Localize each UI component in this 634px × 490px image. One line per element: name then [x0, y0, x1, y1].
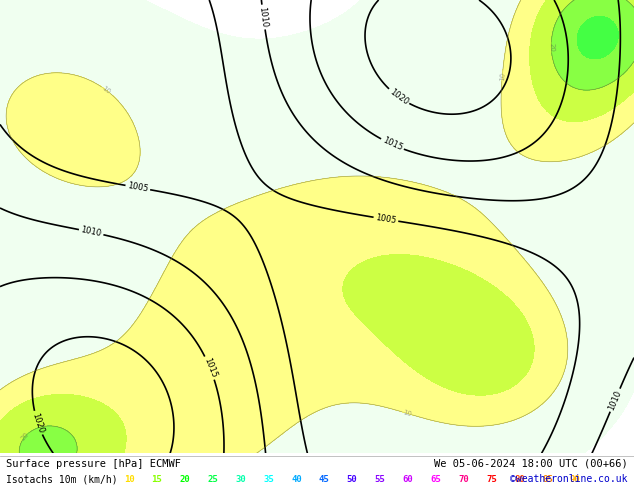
- Text: We 05-06-2024 18:00 UTC (00+66): We 05-06-2024 18:00 UTC (00+66): [434, 459, 628, 469]
- Text: 90: 90: [570, 475, 581, 485]
- Text: 1015: 1015: [381, 136, 404, 153]
- Text: 1020: 1020: [30, 412, 46, 434]
- Text: 10: 10: [101, 85, 112, 95]
- Text: 20: 20: [179, 475, 190, 485]
- Text: 1005: 1005: [375, 213, 397, 225]
- Text: 75: 75: [486, 475, 497, 485]
- Text: 1020: 1020: [387, 87, 410, 107]
- Text: 35: 35: [263, 475, 274, 485]
- Text: 65: 65: [430, 475, 441, 485]
- Text: 20: 20: [548, 43, 554, 52]
- Text: 1010: 1010: [257, 6, 269, 28]
- Text: 40: 40: [291, 475, 302, 485]
- Text: 1010: 1010: [80, 225, 102, 239]
- Text: 10: 10: [499, 71, 506, 80]
- Text: 1010: 1010: [607, 389, 623, 412]
- Text: 20: 20: [20, 431, 30, 441]
- Text: 1015: 1015: [202, 357, 218, 379]
- Text: 55: 55: [375, 475, 385, 485]
- Text: Isotachs 10m (km/h): Isotachs 10m (km/h): [6, 474, 130, 485]
- Text: 45: 45: [319, 475, 330, 485]
- Text: 15: 15: [152, 475, 162, 485]
- Text: 85: 85: [542, 475, 553, 485]
- Text: 25: 25: [207, 475, 218, 485]
- Text: 70: 70: [458, 475, 469, 485]
- Text: 10: 10: [124, 475, 134, 485]
- Text: ©weatheronline.co.uk: ©weatheronline.co.uk: [510, 474, 628, 485]
- Text: 10: 10: [402, 409, 412, 417]
- Text: 60: 60: [403, 475, 413, 485]
- Text: 30: 30: [235, 475, 246, 485]
- Text: 1005: 1005: [127, 181, 149, 194]
- Text: 80: 80: [514, 475, 525, 485]
- Text: Surface pressure [hPa] ECMWF: Surface pressure [hPa] ECMWF: [6, 459, 181, 469]
- Text: 50: 50: [347, 475, 358, 485]
